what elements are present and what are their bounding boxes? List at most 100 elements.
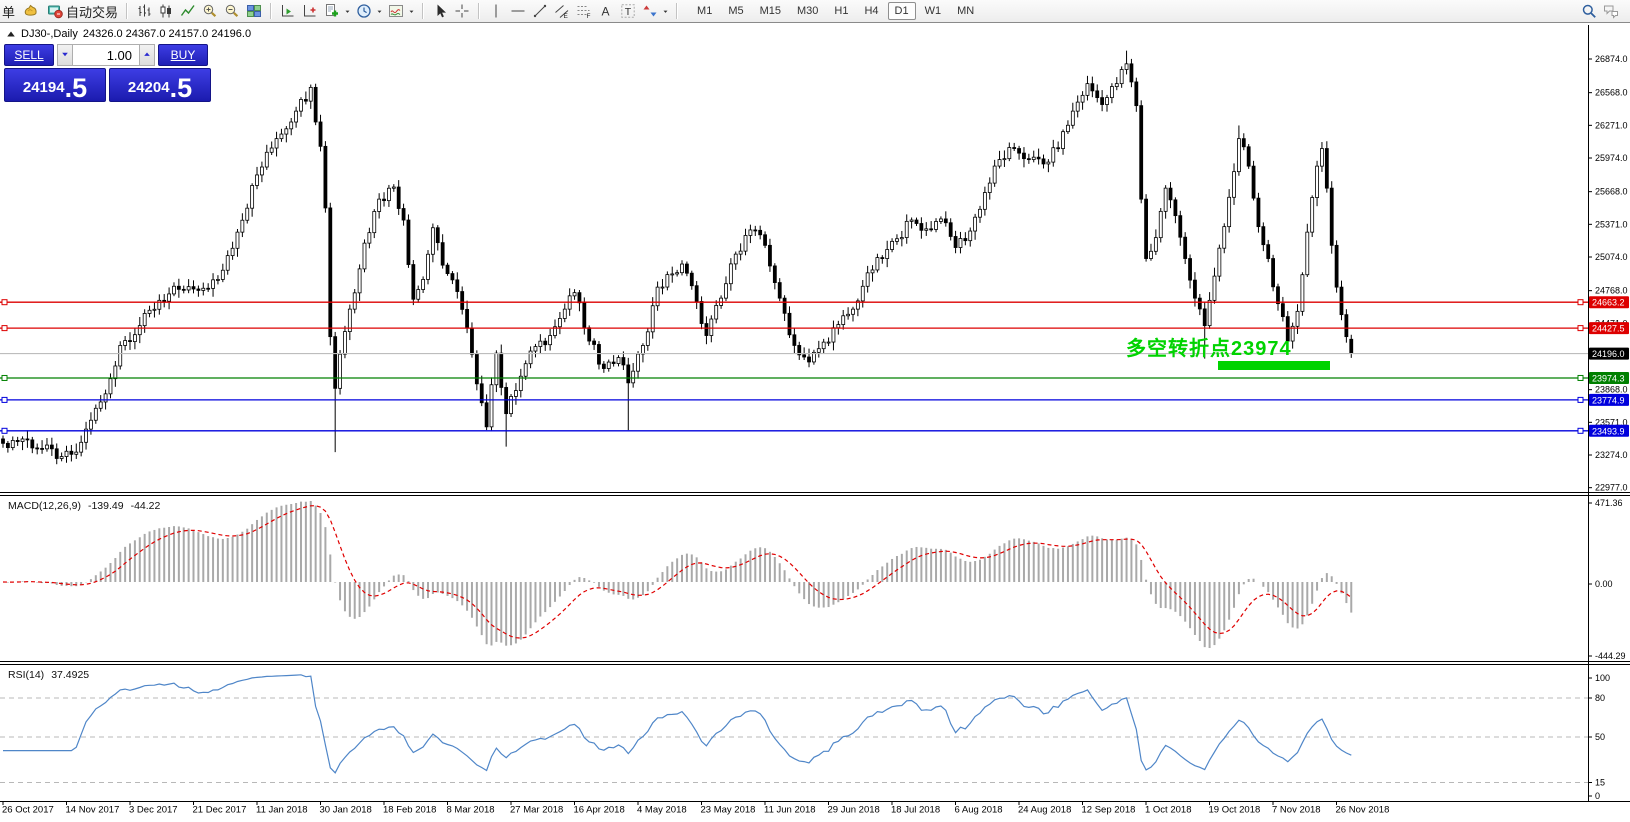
timeframe-button-M1[interactable]: M1 [697, 5, 713, 17]
buy-price-box[interactable]: 24204.5 [109, 68, 211, 102]
timeframe-button-D1[interactable]: D1 [887, 2, 916, 20]
rsi-axis-label: 100 [1595, 673, 1610, 683]
line-anchor [1, 427, 8, 434]
rsi-axis-label: 50 [1595, 732, 1605, 742]
timeframe-button-M15[interactable]: M15 [759, 5, 781, 17]
toolbar-separator [270, 3, 273, 19]
line-anchor [1577, 374, 1584, 381]
price-tick-label: 23274.0 [1595, 450, 1628, 460]
indicators-icon[interactable] [387, 2, 405, 20]
volume-input[interactable]: 1.00 [73, 44, 139, 66]
horizontal-line-icon[interactable] [509, 2, 527, 20]
equidistant-channel-icon[interactable]: E [553, 2, 571, 20]
price-tick-label: 25668.0 [1595, 187, 1628, 197]
crosshair-icon[interactable] [453, 2, 471, 20]
chart-symbol-period: DJ30-,Daily [21, 28, 78, 40]
date-tick-label: 18 Feb 2018 [383, 805, 436, 816]
autotrade-button[interactable]: 自动交易 [44, 2, 118, 21]
tile-windows-icon[interactable] [245, 2, 263, 20]
deposit-gold-icon[interactable] [21, 2, 39, 20]
candlestick-chart-icon[interactable] [157, 2, 175, 20]
orders-label[interactable]: 单 [2, 4, 16, 20]
timeframe-button-MN[interactable]: MN [957, 5, 975, 17]
macd-name: MACD(12,26,9) [8, 500, 81, 512]
date-tick-label: 19 Oct 2018 [1209, 805, 1261, 816]
caret-icon[interactable] [407, 2, 417, 20]
timeframe-button-H1[interactable]: H1 [834, 5, 849, 17]
caret-icon[interactable] [343, 2, 353, 20]
date-tick-label: 16 Apr 2018 [574, 805, 625, 816]
trendline-icon[interactable] [531, 2, 549, 20]
collapse-icon[interactable] [6, 29, 16, 39]
date-tick-label: 4 May 2018 [637, 805, 687, 816]
clock-icon[interactable] [355, 2, 373, 20]
chat-icon[interactable] [1602, 2, 1620, 20]
price-tick-label: 26568.0 [1595, 88, 1628, 98]
zoom-in-icon[interactable] [201, 2, 219, 20]
price-badge [1589, 296, 1629, 309]
macd-axis-label: -444.29 [1595, 651, 1626, 661]
price-tick-label: 25974.0 [1595, 153, 1628, 163]
line-chart-icon[interactable] [179, 2, 197, 20]
spin-up-icon [142, 46, 152, 64]
caret-icon[interactable] [375, 2, 385, 20]
date-tick-label: 14 Nov 2017 [66, 805, 120, 816]
date-tick-label: 7 Nov 2018 [1272, 805, 1321, 816]
macd-value: -139.49 [87, 500, 124, 512]
auto-scroll-icon[interactable] [279, 2, 297, 20]
rsi-level-lines [0, 697, 1588, 783]
pivot-annotation-highlight[interactable] [1218, 361, 1330, 370]
zoom-out-icon[interactable] [223, 2, 241, 20]
vertical-line-icon[interactable] [487, 2, 505, 20]
spin-down-icon [60, 46, 70, 64]
volume-decrease-button[interactable] [57, 44, 73, 66]
timeframe-button-M30[interactable]: M30 [797, 5, 819, 17]
horizontal-lines: 24663.2 24427.5 23974.3 23774.9 23493.9 24196… [0, 296, 1629, 437]
pivot-annotation-text[interactable]: 多空转折点23974 [1126, 338, 1292, 360]
one-click-trading-panel: SELL 1.00 BUY 24194.5 24204.5 [4, 44, 216, 102]
line-anchor [1, 325, 8, 332]
arrows-icon[interactable] [641, 2, 659, 20]
timeframe-button-M5[interactable]: M5 [728, 5, 744, 17]
date-tick-label: 26 Nov 2018 [1336, 805, 1390, 816]
toolbar-separator [126, 3, 129, 19]
price-tick-label: 26874.0 [1595, 54, 1628, 64]
volume-increase-button[interactable] [139, 44, 155, 66]
indicator-axes[interactable]: 471.36 0.00 -444.29 100 80 50 15 0 [1588, 498, 1626, 801]
price-badge-label: 24427.5 [1592, 324, 1625, 334]
buy-price-fraction: .5 [169, 73, 193, 103]
rsi-axis-label: 0 [1595, 791, 1600, 801]
caret-icon[interactable] [661, 2, 671, 20]
text-icon[interactable]: A [597, 2, 615, 20]
fibonacci-icon[interactable]: F [575, 2, 593, 20]
sell-price-fraction: .5 [64, 73, 88, 103]
new-order-icon[interactable] [323, 2, 341, 20]
chart-window: 26874.0 26568.0 26271.0 25974.0 25668.0 25371… [0, 23, 1630, 822]
search-icon[interactable] [1580, 2, 1598, 20]
rsi-name: RSI(14) [8, 669, 45, 681]
buy-button[interactable]: BUY [158, 44, 208, 66]
cursor-icon[interactable] [431, 2, 449, 20]
sell-button[interactable]: SELL [4, 44, 54, 66]
chart-canvas[interactable]: 26874.0 26568.0 26271.0 25974.0 25668.0 25371… [0, 23, 1630, 822]
price-tick-label: 24768.0 [1595, 286, 1628, 296]
svg-text:F: F [587, 13, 591, 19]
chart-shift-icon[interactable] [301, 2, 319, 20]
date-tick-label: 24 Aug 2018 [1018, 805, 1071, 816]
text-label-icon[interactable]: T [619, 2, 637, 20]
bar-chart-icon[interactable] [135, 2, 153, 20]
price-tick-label: 25074.0 [1595, 252, 1628, 262]
price-badge [1589, 322, 1629, 335]
timeframe-button-W1[interactable]: W1 [924, 5, 942, 17]
svg-text:A: A [602, 5, 610, 19]
toolbar-separator [422, 3, 425, 19]
date-tick-label: 12 Sep 2018 [1082, 805, 1136, 816]
pane-frames [0, 25, 1630, 802]
chart-ohlc-values: 24326.0 24367.0 24157.0 24196.0 [82, 28, 252, 40]
sell-price-box[interactable]: 24194.5 [4, 68, 106, 102]
line-anchor [1, 374, 8, 381]
time-axis[interactable]: 26 Oct 2017 14 Nov 2017 3 Dec 2017 21 Dec 2… [2, 801, 1389, 816]
timeframe-button-H4[interactable]: H4 [864, 5, 879, 17]
macd-axis-label: 471.36 [1595, 498, 1623, 508]
price-tick-label: 23868.0 [1595, 385, 1628, 395]
